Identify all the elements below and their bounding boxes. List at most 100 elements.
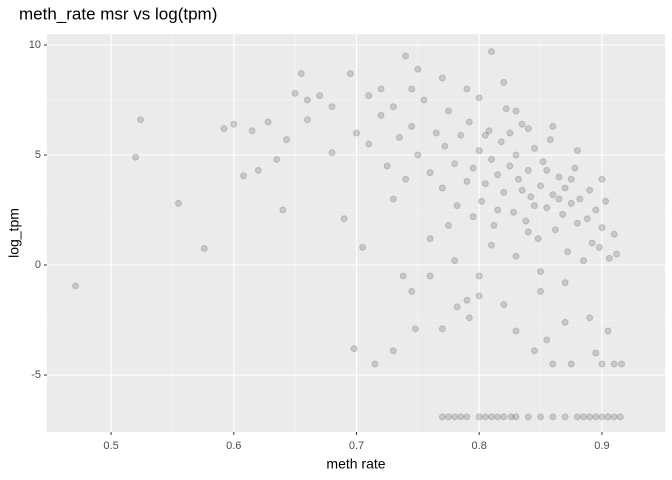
point bbox=[555, 195, 563, 203]
point bbox=[457, 131, 465, 139]
point bbox=[426, 272, 434, 280]
point bbox=[445, 413, 453, 421]
point bbox=[500, 413, 508, 421]
point bbox=[408, 85, 416, 93]
point bbox=[567, 199, 575, 207]
point bbox=[291, 89, 299, 97]
point bbox=[580, 257, 588, 265]
point bbox=[279, 206, 287, 214]
point bbox=[610, 360, 618, 368]
point bbox=[537, 268, 545, 276]
point bbox=[514, 175, 522, 183]
point bbox=[316, 92, 324, 100]
point bbox=[303, 116, 311, 124]
x-tick-label: 0.9 bbox=[594, 440, 609, 452]
point bbox=[598, 175, 606, 183]
point bbox=[567, 175, 575, 183]
point bbox=[475, 147, 483, 155]
point bbox=[512, 151, 520, 159]
point bbox=[463, 413, 471, 421]
point bbox=[469, 164, 477, 172]
point bbox=[500, 301, 508, 309]
point bbox=[512, 327, 520, 335]
point bbox=[451, 257, 459, 265]
point bbox=[537, 413, 545, 421]
point bbox=[328, 103, 336, 111]
point bbox=[588, 239, 596, 247]
point bbox=[500, 78, 508, 86]
x-tick-label: 0.6 bbox=[226, 440, 241, 452]
point bbox=[543, 204, 551, 212]
point bbox=[420, 96, 428, 104]
point bbox=[549, 122, 557, 130]
point bbox=[297, 70, 305, 78]
point bbox=[445, 107, 453, 115]
point bbox=[573, 147, 581, 155]
point bbox=[592, 413, 600, 421]
point bbox=[438, 325, 446, 333]
point bbox=[465, 118, 473, 126]
point bbox=[200, 245, 208, 253]
point bbox=[549, 360, 557, 368]
point bbox=[561, 318, 569, 326]
point bbox=[365, 92, 373, 100]
point bbox=[230, 120, 238, 128]
point bbox=[395, 133, 403, 141]
point bbox=[402, 175, 410, 183]
point bbox=[463, 85, 471, 93]
point bbox=[613, 250, 621, 258]
point bbox=[527, 193, 535, 201]
point bbox=[524, 413, 532, 421]
point bbox=[522, 217, 530, 225]
point bbox=[524, 125, 532, 133]
point bbox=[618, 360, 626, 368]
point bbox=[537, 287, 545, 295]
point bbox=[598, 360, 606, 368]
point bbox=[453, 303, 461, 311]
point bbox=[537, 182, 545, 190]
point bbox=[530, 144, 538, 152]
point bbox=[610, 230, 618, 238]
point bbox=[561, 413, 569, 421]
point bbox=[543, 166, 551, 174]
point bbox=[240, 172, 248, 180]
point bbox=[465, 314, 473, 322]
point bbox=[605, 254, 613, 262]
point bbox=[518, 186, 526, 194]
point bbox=[414, 65, 422, 73]
point bbox=[576, 195, 584, 203]
point bbox=[490, 221, 498, 229]
point bbox=[494, 171, 502, 179]
point bbox=[389, 195, 397, 203]
point bbox=[485, 127, 493, 135]
point bbox=[586, 413, 594, 421]
point bbox=[598, 224, 606, 232]
point bbox=[371, 360, 379, 368]
point bbox=[389, 347, 397, 355]
point bbox=[512, 107, 520, 115]
point bbox=[350, 345, 358, 353]
point bbox=[487, 155, 495, 163]
point bbox=[502, 105, 510, 113]
point bbox=[549, 191, 557, 199]
point bbox=[530, 347, 538, 355]
point bbox=[475, 292, 483, 300]
point bbox=[555, 173, 563, 181]
point bbox=[604, 413, 612, 421]
point bbox=[551, 226, 559, 234]
point bbox=[494, 206, 502, 214]
point bbox=[328, 149, 336, 157]
chart-title: meth_rate msr vs log(tpm) bbox=[19, 4, 217, 23]
point bbox=[383, 162, 391, 170]
point bbox=[340, 215, 348, 223]
point bbox=[438, 413, 446, 421]
point bbox=[365, 140, 373, 148]
point bbox=[132, 153, 140, 161]
point bbox=[137, 116, 145, 124]
point bbox=[399, 272, 407, 280]
x-tick-label: 0.7 bbox=[349, 440, 364, 452]
point bbox=[481, 413, 489, 421]
point bbox=[264, 118, 272, 126]
point bbox=[487, 413, 495, 421]
